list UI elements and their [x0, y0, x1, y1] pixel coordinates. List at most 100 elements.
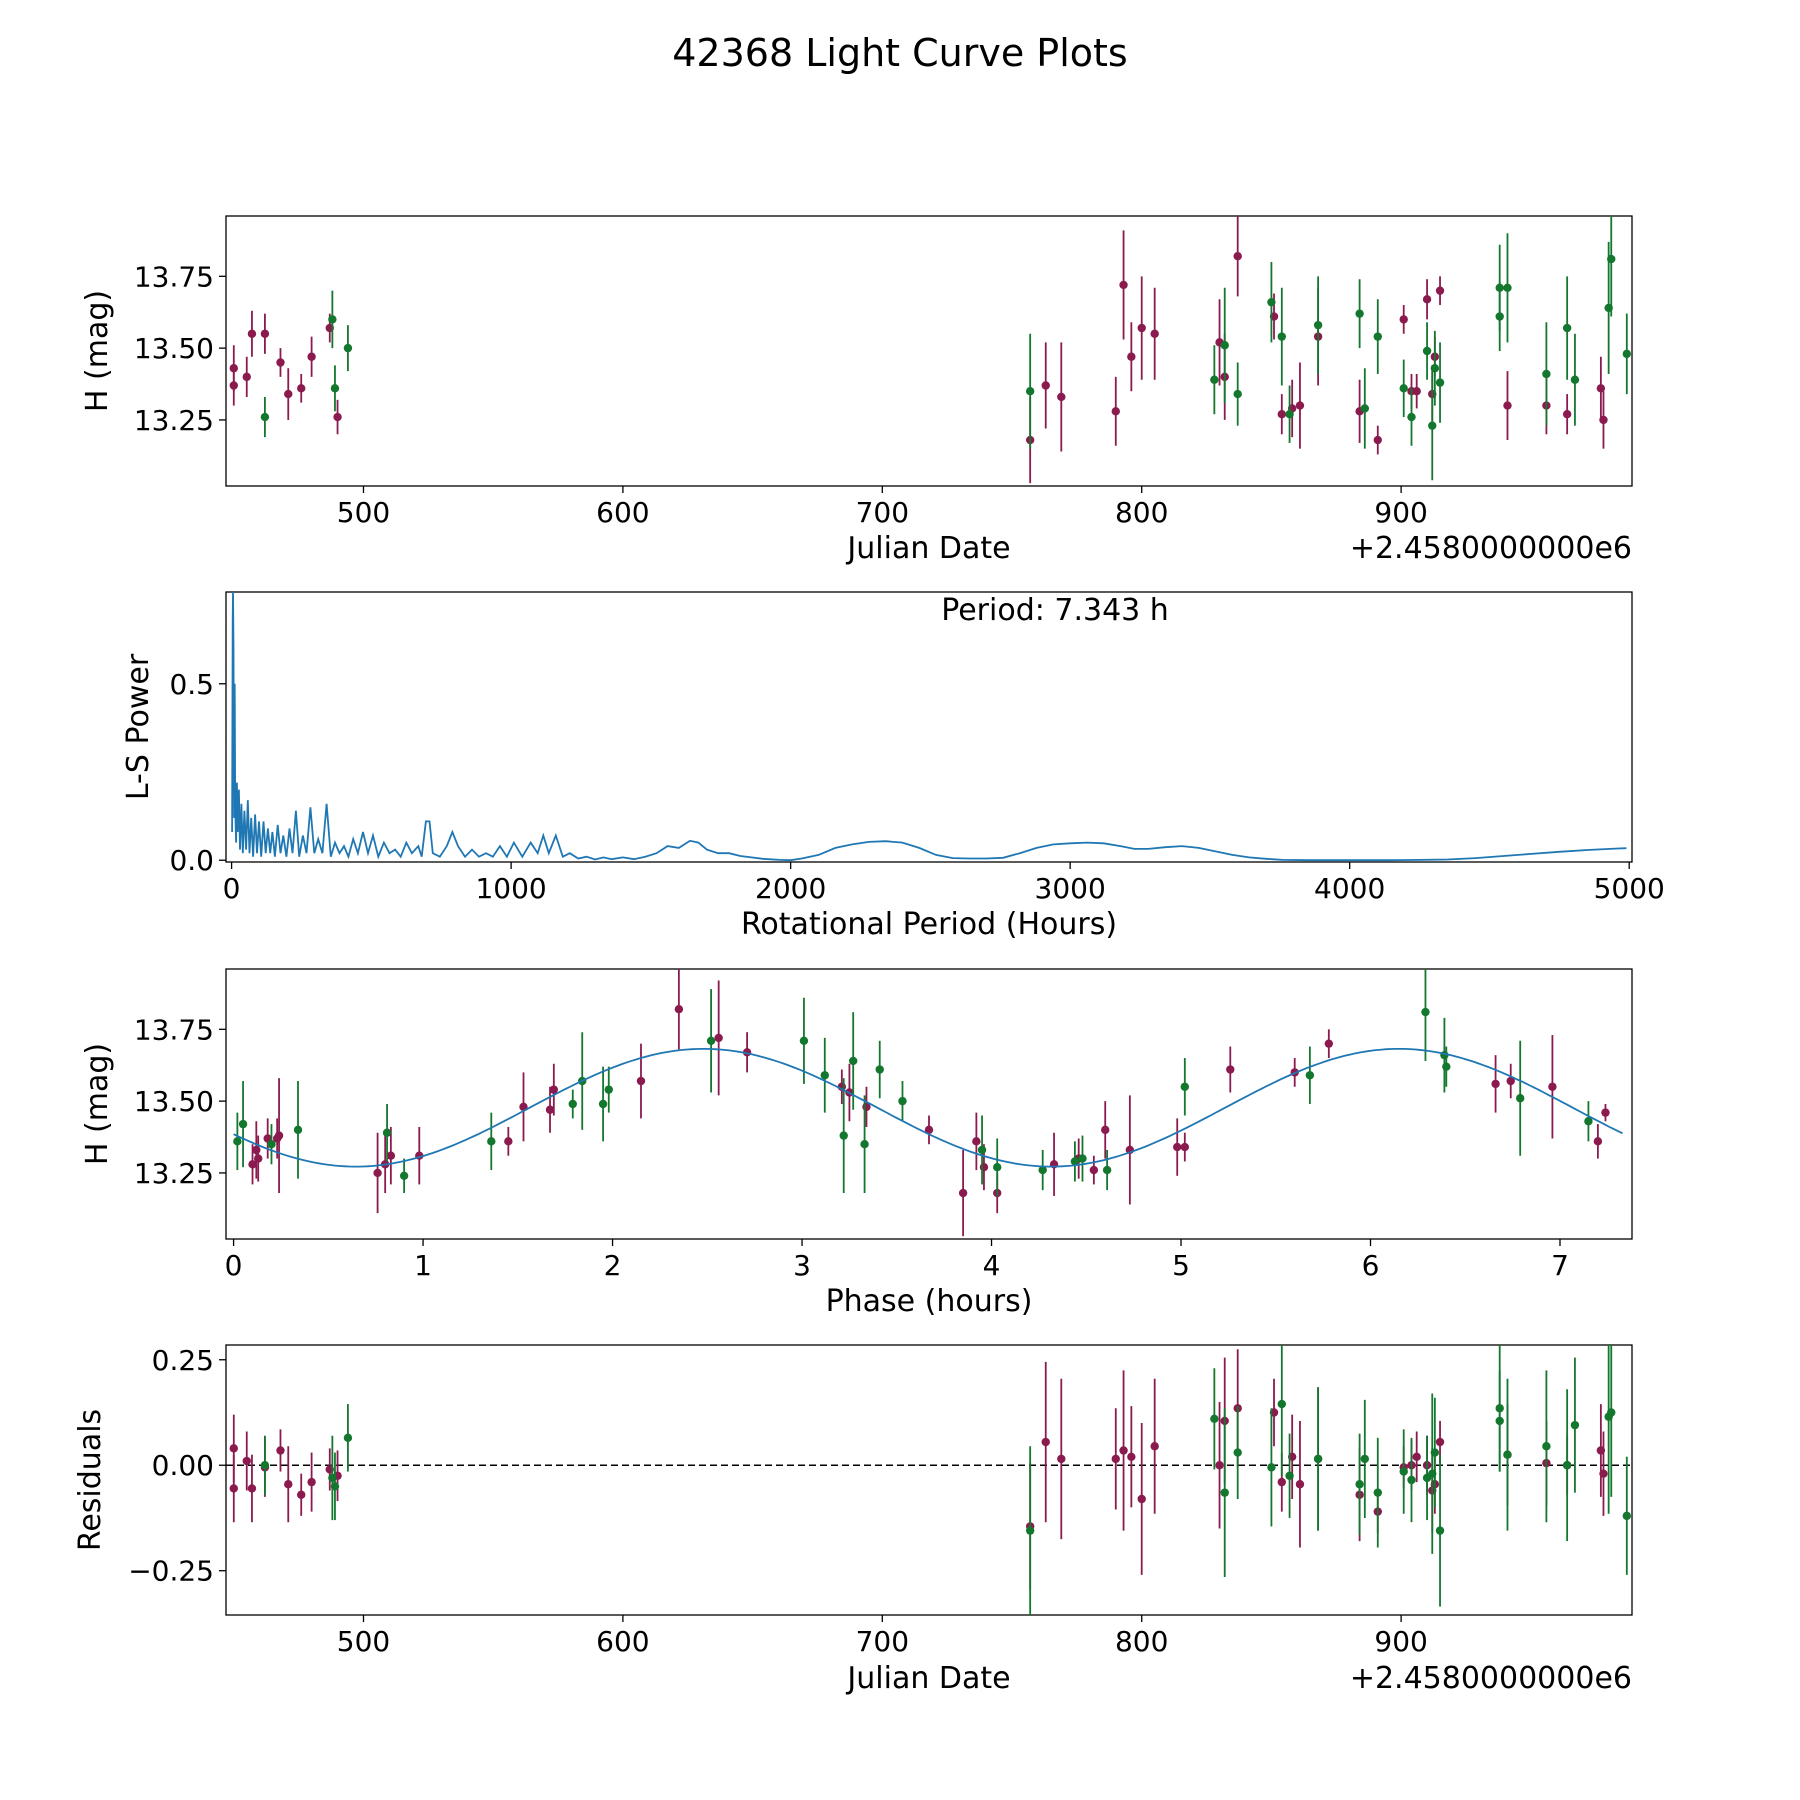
periodogram-x-label: Rotational Period (Hours) — [741, 907, 1117, 942]
periodogram-y-label: L-S Power — [121, 653, 156, 800]
phased-data-point — [706, 1036, 716, 1046]
phased-plot-area — [225, 968, 1633, 1240]
timeseries-data-point — [333, 412, 342, 422]
timeseries-data-point — [328, 315, 337, 324]
timeseries-data-point — [1562, 409, 1572, 419]
residuals-x-ticks: 500 600 700 800 900 — [337, 1615, 1428, 1658]
phased-data-point — [1442, 1062, 1451, 1071]
timeseries-data-point — [1355, 309, 1364, 318]
residuals-data-point — [1435, 1437, 1445, 1447]
timeseries-plot-area — [225, 215, 1633, 487]
residuals-data-point — [1373, 1488, 1382, 1497]
timeseries-data-point — [1285, 409, 1294, 419]
timeseries-data-point — [1607, 254, 1616, 264]
phased-data-point — [248, 1160, 257, 1169]
timeseries-data-point — [1399, 384, 1408, 393]
phased-x-tick-label: 3 — [793, 1249, 811, 1282]
residuals-data-point — [284, 1480, 293, 1489]
periodogram-x-tick-label: 0 — [223, 872, 241, 905]
phased-y-tick-label: 13.50 — [134, 1085, 214, 1118]
timeseries-data-point — [1373, 435, 1382, 445]
residuals-data-point — [1313, 1454, 1323, 1464]
timeseries-x-tick-label: 500 — [337, 496, 390, 529]
residuals-data-point — [242, 1456, 251, 1466]
phased-data-point — [1102, 1165, 1112, 1175]
periodogram-panel: 0 1000 2000 3000 4000 5000 0.0 0.5 Period: 7.3… — [121, 591, 1665, 942]
periodogram-line — [231, 591, 1627, 862]
timeseries-data-point — [1430, 364, 1440, 373]
phased-data-point — [799, 1036, 809, 1046]
timeseries-data-point — [1360, 404, 1370, 413]
timeseries-data-point — [1422, 295, 1432, 304]
phased-data-point — [274, 1131, 284, 1140]
timeseries-data-point — [1233, 389, 1242, 399]
timeseries-data-point — [284, 389, 293, 399]
phased-y-ticks: 13.25 13.50 13.75 — [134, 1013, 226, 1190]
timeseries-panel: 500 600 700 800 900 13.25 13.50 13.75 Julian D… — [80, 215, 1633, 566]
phased-y-label: H (mag) — [80, 1043, 115, 1165]
timeseries-data-point — [1596, 384, 1606, 393]
residuals-x-tick-label: 900 — [1374, 1625, 1427, 1658]
phased-data-point — [1584, 1117, 1593, 1126]
phased-data-point — [252, 1145, 261, 1155]
phased-data-point — [898, 1096, 907, 1106]
timeseries-data-point — [1399, 315, 1408, 324]
timeseries-data-point — [1412, 387, 1421, 396]
timeseries-data-point — [1503, 401, 1512, 410]
residuals-data-point — [229, 1444, 238, 1453]
residuals-x-label: Julian Date — [845, 1661, 1010, 1696]
phased-data-point — [1078, 1154, 1087, 1163]
periodogram-x-tick-label: 1000 — [475, 872, 546, 905]
phased-data-point — [875, 1065, 884, 1074]
timeseries-data-point — [229, 364, 238, 373]
phased-data-point — [487, 1137, 496, 1146]
timeseries-data-point — [1277, 409, 1286, 419]
timeseries-data-point — [1428, 421, 1437, 430]
phased-y-tick-label: 13.75 — [134, 1013, 214, 1046]
timeseries-data-point — [1057, 392, 1066, 402]
residuals-data-point — [1503, 1450, 1512, 1459]
residuals-data-point — [1233, 1448, 1242, 1457]
timeseries-data-point — [1570, 375, 1580, 384]
residuals-data-point — [1607, 1408, 1616, 1417]
phased-data-point — [504, 1137, 513, 1146]
phased-data-point — [1180, 1082, 1190, 1091]
residuals-x-tick-label: 500 — [337, 1625, 390, 1658]
phased-points — [233, 969, 1623, 1237]
phased-data-point — [238, 1119, 248, 1129]
phased-data-point — [1421, 1007, 1430, 1017]
timeseries-data-point — [1210, 375, 1219, 384]
residuals-data-point — [1412, 1452, 1421, 1461]
phased-x-tick-label: 6 — [1362, 1249, 1380, 1282]
phased-panel: 0 1 2 3 4 5 6 7 13.25 13.50 13.75 Phase (hours) H… — [80, 968, 1633, 1319]
periodogram-y-tick-label: 0.5 — [169, 668, 214, 701]
residuals-data-point — [1542, 1442, 1551, 1451]
residuals-offset-text: +2.4580000000e6 — [1350, 1661, 1632, 1696]
residuals-data-point — [1127, 1452, 1136, 1461]
timeseries-data-point — [1495, 283, 1504, 293]
phased-data-point — [549, 1085, 559, 1094]
residuals-data-point — [1137, 1494, 1146, 1504]
timeseries-data-point — [1599, 415, 1608, 425]
periodogram-x-tick-label: 3000 — [1035, 872, 1106, 905]
residuals-x-tick-label: 600 — [596, 1625, 649, 1658]
phased-data-point — [1516, 1094, 1525, 1103]
timeseries-data-point — [1542, 369, 1551, 379]
phased-x-tick-label: 4 — [983, 1249, 1001, 1282]
timeseries-data-point — [260, 412, 270, 422]
phased-x-tick-label: 2 — [604, 1249, 622, 1282]
residuals-data-point — [1111, 1454, 1120, 1464]
phased-data-point — [1038, 1165, 1047, 1175]
residuals-data-point — [247, 1484, 257, 1493]
residuals-data-point — [1285, 1471, 1294, 1480]
phased-data-point — [1226, 1065, 1235, 1074]
timeseries-data-point — [1150, 329, 1159, 338]
timeseries-data-point — [1407, 412, 1416, 422]
timeseries-x-ticks: 500 600 700 800 900 — [337, 486, 1428, 529]
residuals-points — [226, 1345, 1632, 1615]
phased-data-point — [233, 1137, 242, 1146]
phased-data-point — [598, 1099, 608, 1109]
timeseries-data-point — [1313, 320, 1323, 330]
phased-data-point — [1506, 1076, 1515, 1086]
timeseries-x-tick-label: 600 — [596, 496, 649, 529]
